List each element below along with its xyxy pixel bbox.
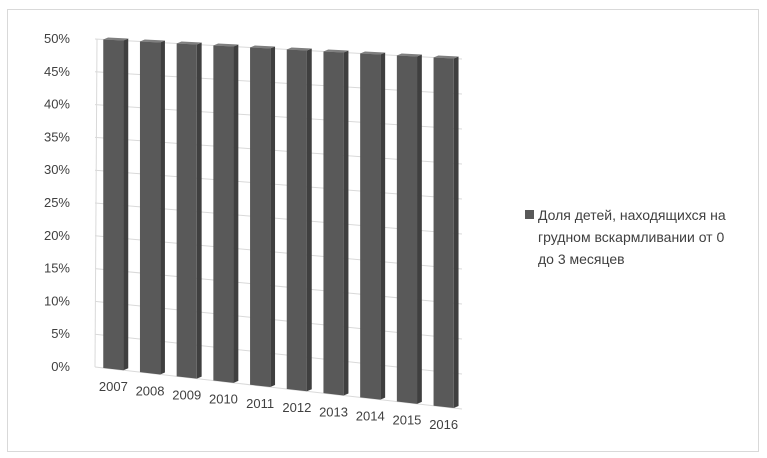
- y-tick-label: 50%: [44, 31, 70, 46]
- bar-side-face: [196, 42, 202, 379]
- x-tick-label: 2014: [356, 409, 385, 424]
- bar-side-face: [233, 44, 239, 383]
- bar-top-face: [213, 43, 239, 47]
- x-tick-label: 2016: [429, 417, 458, 432]
- bar-2014: [360, 51, 386, 400]
- legend-line-2: грудном вскармливании от 0: [538, 229, 724, 245]
- bar-side-face: [270, 46, 276, 388]
- x-tick-label: 2011: [246, 396, 274, 411]
- bar-2010: [213, 43, 239, 383]
- y-axis-ticks: 0% 5% 10% 15% 20% 25% 30% 35% 40% 45% 50%: [44, 31, 70, 374]
- y-tick-label: 25%: [44, 195, 70, 210]
- bar-side-face: [160, 40, 165, 375]
- bar-side-face: [306, 48, 312, 392]
- bar-side-face: [380, 52, 386, 400]
- bar-2012: [286, 47, 312, 392]
- y-tick-label: 40%: [44, 97, 70, 112]
- legend-line-1: Доля детей, находящихся на: [538, 207, 726, 223]
- legend-line-3: до 3 месяцев: [538, 251, 625, 267]
- bar-top-face: [360, 51, 386, 55]
- y-tick-label: 35%: [44, 129, 70, 144]
- bar-front-face: [396, 55, 418, 404]
- bar-top-face: [433, 55, 459, 59]
- bar-top-face: [176, 41, 202, 45]
- bar-top-face: [250, 45, 276, 49]
- y-tick-label: 5%: [51, 326, 70, 341]
- bar-top-face: [286, 47, 312, 51]
- bar-side-face: [343, 50, 349, 396]
- bar-2008: [139, 39, 165, 375]
- bar-2015: [396, 53, 422, 404]
- y-tick-label: 10%: [44, 293, 70, 308]
- bar-front-face: [176, 43, 197, 379]
- x-tick-label: 2015: [392, 413, 421, 428]
- bar-front-face: [433, 57, 454, 409]
- bar-front-face: [139, 41, 161, 375]
- y-axis-line: [94, 38, 98, 368]
- y-tick-label: 20%: [44, 228, 70, 243]
- y-tick-label: 0%: [51, 359, 70, 374]
- x-tick-label: 2013: [319, 404, 348, 419]
- y-tick-label: 45%: [44, 64, 70, 79]
- y-tick-label: 30%: [44, 162, 70, 177]
- legend-swatch: [525, 210, 534, 219]
- bar-top-face: [323, 49, 349, 53]
- bar-2009: [176, 41, 202, 379]
- y-tick-label: 15%: [44, 261, 70, 276]
- bar-top-face: [139, 39, 165, 43]
- bar-2011: [250, 45, 276, 388]
- bars: [103, 37, 459, 409]
- bar-top-face: [396, 53, 422, 57]
- legend: Доля детей, находящихся на грудном вскар…: [525, 207, 726, 267]
- bar-front-face: [323, 51, 344, 396]
- bar-front-face: [360, 53, 381, 400]
- x-tick-label: 2008: [136, 383, 165, 398]
- bar-side-face: [123, 38, 129, 371]
- x-tick-label: 2010: [209, 392, 238, 407]
- x-tick-label: 2007: [99, 379, 128, 394]
- bar-side-face: [417, 54, 422, 404]
- x-tick-label: 2009: [172, 388, 201, 403]
- bar-front-face: [213, 45, 234, 383]
- bar-front-face: [250, 47, 271, 388]
- x-tick-label: 2012: [282, 400, 311, 415]
- x-axis-ticks: 2007 2008 2009 2010 2011 2012 2013 2014 2015 2016: [99, 379, 458, 432]
- bar-2007: [103, 37, 129, 371]
- bar-2016: [433, 55, 459, 409]
- bar-side-face: [453, 56, 459, 409]
- bar-front-face: [103, 39, 124, 371]
- bar-front-face: [286, 49, 307, 392]
- bar-2013: [323, 49, 349, 396]
- bar-top-face: [103, 37, 129, 41]
